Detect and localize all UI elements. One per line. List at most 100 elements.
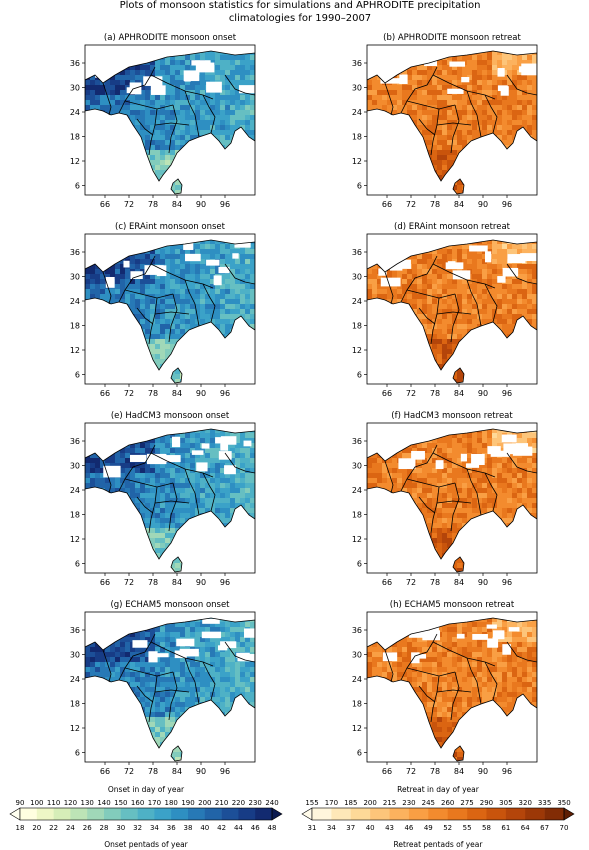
panel-g-lon-tick: 66: [100, 767, 110, 776]
panel-e-frame: [84, 422, 256, 574]
panel-g-lon-tick: 72: [124, 767, 134, 776]
colorbar-onset-swatch: [104, 808, 122, 820]
colorbar-retreat-top-tick: 230: [402, 799, 415, 807]
panel-c-lon-tick: 84: [172, 389, 182, 398]
colorbar-retreat-swatch: [428, 808, 448, 820]
colorbar-onset-swatch: [53, 808, 71, 820]
panel-c-map: [85, 234, 255, 384]
panel-d-frame: [366, 233, 538, 385]
panel-h-lon-tick: 72: [406, 767, 416, 776]
colorbar-onset-bottom-tick: 44: [234, 824, 243, 832]
colorbar-retreat-swatch: [350, 808, 371, 820]
colorbar-retreat-swatch: [544, 808, 565, 820]
panel-h-lon-tick: 84: [454, 767, 464, 776]
panel-b: (b) APHRODITE monsoon retreat 66 72 78 84 90 9…: [352, 33, 538, 209]
panel-c-title: (c) ERAint monsoon onset: [115, 222, 226, 232]
panel-e-lon-tick: 78: [148, 578, 158, 587]
colorbar-onset-top-tick: 150: [114, 799, 127, 807]
panel-e-borders: [85, 428, 255, 573]
colorbar-retreat-swatch: [312, 808, 332, 820]
colorbar-retreat-bottom-label: Retreat pentads of year: [394, 840, 484, 849]
panel-e-map: [85, 423, 255, 573]
panel-c-lon-tick: 90: [196, 389, 206, 398]
colorbar-retreat-top-tick: 170: [325, 799, 338, 807]
panel-a-lon-tick: 72: [124, 200, 134, 209]
panel-d-lat-tick: 12: [352, 346, 362, 355]
panel-g-lat-tick: 6: [75, 749, 80, 758]
panel-e-title: (e) HadCM3 monsoon onset: [111, 411, 230, 421]
panel-a-lon-tick: 96: [220, 200, 230, 209]
colorbar-retreat-bottom-tick: 64: [521, 824, 530, 832]
colorbar-onset-top-label: Onset in day of year: [108, 785, 185, 794]
colorbar-retreat-bottom-ticks: 31 34 37 40 43 46 49 52 55 58 61 64 67 70: [308, 824, 569, 832]
colorbar-retreat-top-ticks: 155 170 185 200 215 230 245 260 275 290 305 320 335 3…: [305, 799, 570, 807]
panel-e-lon-tick: 84: [172, 578, 182, 587]
panel-d-lon-tick: 78: [430, 389, 440, 398]
colorbar-retreat-top-label: Retreat in day of year: [397, 785, 480, 794]
colorbar-onset-swatch: [204, 808, 222, 820]
panel-h-lat-tick: 24: [352, 675, 362, 684]
panel-b-title: (b) APHRODITE monsoon retreat: [383, 33, 521, 43]
panel-b-lon-tick: 90: [478, 200, 488, 209]
colorbar-retreat-top-tick: 185: [344, 799, 357, 807]
panel-d: (d) ERAint monsoon retreat 66 72 78 84 90 96 36…: [352, 222, 538, 398]
panel-a-lat-tick: 12: [70, 157, 80, 166]
panel-b-lat-tick: 24: [352, 108, 362, 117]
panel-b-lon-tick: 96: [502, 200, 512, 209]
panel-h-lon-tick: 96: [502, 767, 512, 776]
panel-f-lon-tick: 96: [502, 578, 512, 587]
panel-g-frame: [84, 611, 256, 763]
colorbar-retreat-swatch: [408, 808, 429, 820]
panel-g-lon-tick: 84: [172, 767, 182, 776]
panel-h-lon-tick: 66: [382, 767, 392, 776]
panel-a-lat-tick: 6: [75, 182, 80, 191]
colorbar-onset-swatch: [120, 808, 138, 820]
panel-d-lat-tick: 30: [352, 273, 362, 282]
panel-d-lat-tick: 24: [352, 297, 362, 306]
colorbar-onset-swatch: [70, 808, 88, 820]
panel-b-borders: [367, 50, 537, 195]
panel-d-lon-tick: 90: [478, 389, 488, 398]
panel-h-lat-tick: 30: [352, 651, 362, 660]
panel-f: (f) HadCM3 monsoon retreat 66 72 78 84 90 96 36…: [352, 411, 538, 587]
colorbar-retreat-top-tick: 320: [519, 799, 532, 807]
panel-a-lon-tick: 84: [172, 200, 182, 209]
panel-h-map: [367, 612, 537, 762]
panel-c-lat-tick: 24: [70, 297, 80, 306]
panel-a: (a) APHRODITE monsoon onset 66 72 78 84 90 96 3…: [70, 33, 256, 209]
colorbar-retreat-bottom-tick: 67: [540, 824, 549, 832]
colorbar-onset-swatch: [238, 808, 256, 820]
colorbar-retreat-top-tick: 275: [460, 799, 473, 807]
colorbar-onset-top-tick: 200: [198, 799, 211, 807]
panel-a-lon-tick: 78: [148, 200, 158, 209]
panel-f-lat-tick: 24: [352, 486, 362, 495]
panel-a-lon-tick: 66: [100, 200, 110, 209]
panel-d-lat-tick: 6: [357, 371, 362, 380]
panel-h-lon-tick: 90: [478, 767, 488, 776]
colorbar-onset-top-tick: 170: [148, 799, 161, 807]
panel-h-lon-tick: 78: [430, 767, 440, 776]
colorbar-retreat-top-tick: 260: [441, 799, 454, 807]
panel-f-map: [367, 423, 537, 573]
panel-h-lat-tick: 6: [357, 749, 362, 758]
colorbar-onset-top-tick: 130: [81, 799, 94, 807]
panel-f-frame: [366, 422, 538, 574]
colorbar-retreat-top-tick: 350: [557, 799, 570, 807]
panel-c-lon-tick: 96: [220, 389, 230, 398]
colorbar-onset-bottom-tick: 18: [16, 824, 25, 832]
colorbar-onset-swatch: [137, 808, 155, 820]
panel-h-borders: [367, 617, 537, 762]
colorbar-retreat-bottom-tick: 58: [482, 824, 491, 832]
panel-b-frame: [366, 44, 538, 196]
panel-e-lat-tick: 36: [70, 437, 80, 446]
colorbar-retreat-top-tick: 200: [363, 799, 376, 807]
colorbar-retreat-bar: [301, 807, 575, 821]
colorbar-retreat-swatch: [389, 808, 410, 820]
colorbar-retreat-bottom-tick: 52: [443, 824, 452, 832]
panel-g-lat-tick: 12: [70, 724, 80, 733]
panel-d-lat-tick: 18: [352, 322, 362, 331]
panel-f-lat-tick: 6: [357, 560, 362, 569]
colorbar-onset-over-arrow: [271, 807, 283, 821]
panel-e: (e) HadCM3 monsoon onset 66 72 78 84 90 96 36 30…: [70, 411, 256, 587]
